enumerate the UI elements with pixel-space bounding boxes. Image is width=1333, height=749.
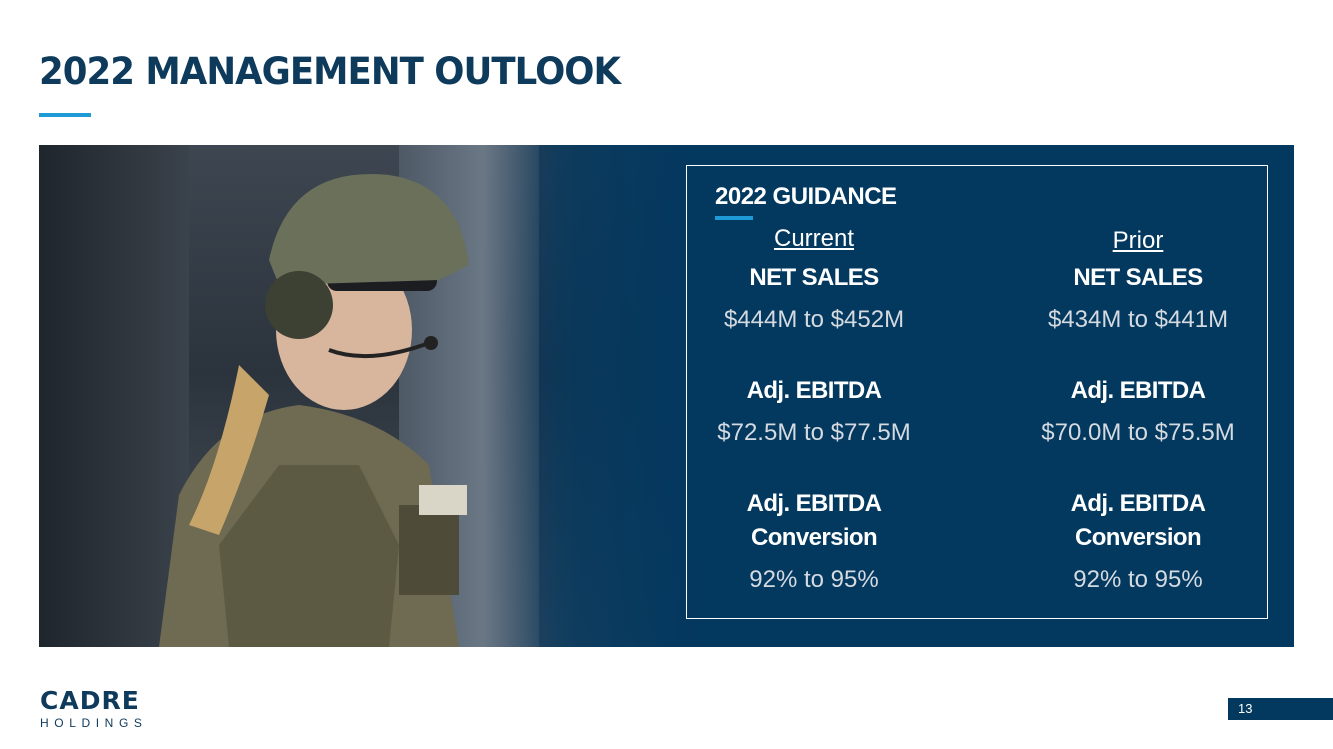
prior-ebitda-value: $70.0M to $75.5M <box>1041 419 1235 446</box>
page-title: 2022 MANAGEMENT OUTLOOK <box>39 50 621 93</box>
current-ebitda-label: Adj. EBITDA <box>746 377 882 404</box>
guidance-underline <box>715 216 753 220</box>
prior-conversion-label-line1: Adj. EBITDA <box>1070 490 1206 517</box>
photo-background-wall <box>39 145 189 647</box>
guidance-title: 2022 GUIDANCE <box>715 183 897 210</box>
current-heading: Current <box>773 225 855 252</box>
prior-conversion-value: 92% to 95% <box>1073 566 1203 593</box>
prior-ebitda-label: Adj. EBITDA <box>1070 377 1206 404</box>
prior-net-sales-label: NET SALES <box>1073 264 1203 291</box>
current-net-sales-value: $444M to $452M <box>723 306 905 333</box>
logo-subtitle: HOLDINGS <box>40 716 148 730</box>
guidance-panel: 2022 GUIDANCE Current NET SALES $444M to… <box>686 165 1268 619</box>
prior-conversion-label-line2: Conversion <box>1074 524 1202 551</box>
current-conversion-label-line1: Adj. EBITDA <box>746 490 882 517</box>
cadre-holdings-logo: CADRE HOLDINGS <box>40 686 148 731</box>
prior-net-sales-value: $434M to $441M <box>1047 306 1229 333</box>
current-column: Current NET SALES $444M to $452M Adj. EB… <box>664 221 964 597</box>
soldier-illustration <box>159 174 469 647</box>
current-conversion-value: 92% to 95% <box>749 566 879 593</box>
page-number: 13 <box>1228 698 1333 720</box>
prior-column: Prior NET SALES $434M to $441M Adj. EBIT… <box>988 221 1288 597</box>
current-conversion-label-line2: Conversion <box>750 524 878 551</box>
current-net-sales-label: NET SALES <box>749 264 879 291</box>
current-ebitda-value: $72.5M to $77.5M <box>717 419 911 446</box>
title-underline <box>39 113 91 117</box>
soldier-photo <box>39 145 699 647</box>
logo-wordmark: CADRE <box>40 686 140 715</box>
prior-heading: Prior <box>1112 227 1164 254</box>
hero-banner: 2022 GUIDANCE Current NET SALES $444M to… <box>39 145 1294 647</box>
